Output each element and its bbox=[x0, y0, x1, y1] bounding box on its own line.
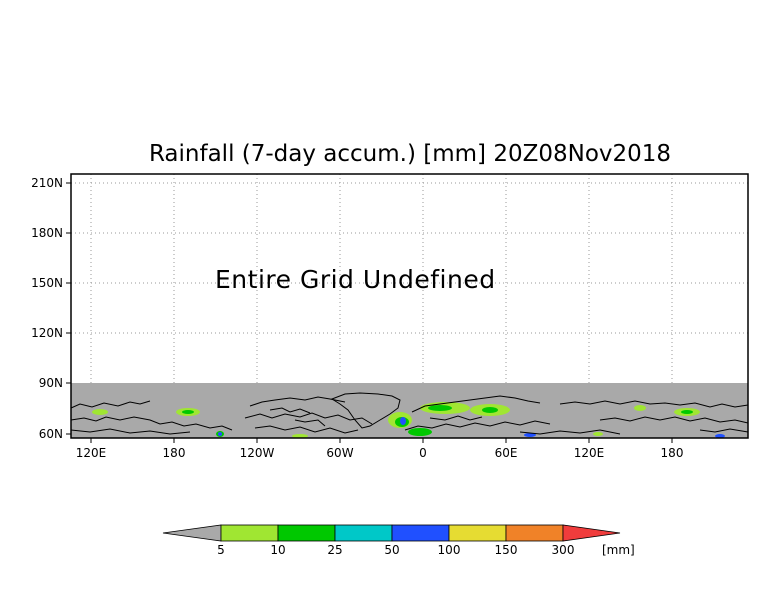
lat-label-90n: 90N bbox=[39, 376, 63, 390]
plot-frame bbox=[70, 173, 749, 439]
lon-label-180-2: 180 bbox=[661, 446, 684, 460]
colorbar-segment bbox=[220, 524, 279, 542]
coastlines bbox=[70, 392, 749, 435]
colorbar-segment bbox=[448, 524, 507, 542]
undefined-band bbox=[71, 383, 748, 438]
map-title: Rainfall (7-day accum.) [mm] 20Z08Nov201… bbox=[148, 141, 672, 167]
lon-labels: 120E 180 120W 60W 0 60E 120E 180 bbox=[76, 446, 684, 460]
undefined-message: Entire Grid Undefined bbox=[215, 265, 496, 294]
colorbar-label: 100 bbox=[438, 543, 461, 557]
lon-label-0: 0 bbox=[419, 446, 427, 460]
colorbar-segment bbox=[505, 524, 564, 542]
lat-tick-marks bbox=[66, 182, 71, 435]
lat-label-120n: 120N bbox=[31, 326, 63, 340]
colorbar-label: 300 bbox=[552, 543, 575, 557]
colorbar-segment bbox=[334, 524, 393, 542]
colorbar-label: 50 bbox=[384, 543, 399, 557]
lon-label-60e: 60E bbox=[495, 446, 518, 460]
colorbar-label: 150 bbox=[495, 543, 518, 557]
colorbar-unit: [mm] bbox=[602, 543, 635, 557]
colorbar-label: 25 bbox=[327, 543, 342, 557]
rainfall-patches bbox=[92, 402, 725, 438]
colorbar-right-triangle bbox=[562, 524, 621, 542]
colorbar-label: 5 bbox=[217, 543, 225, 557]
lat-label-150n: 150N bbox=[31, 276, 63, 290]
lon-label-120e: 120E bbox=[76, 446, 107, 460]
lat-label-180n: 180N bbox=[31, 226, 63, 240]
lon-label-60w: 60W bbox=[326, 446, 353, 460]
lon-tick-marks bbox=[90, 438, 673, 443]
lon-label-120w: 120W bbox=[240, 446, 275, 460]
grid-lines bbox=[71, 174, 748, 383]
lat-label-60n: 60N bbox=[39, 427, 63, 441]
colorbar-segment bbox=[277, 524, 336, 542]
lon-label-180: 180 bbox=[163, 446, 186, 460]
lon-label-120e-2: 120E bbox=[574, 446, 605, 460]
colorbar-left-triangle bbox=[162, 524, 222, 542]
lat-labels: 210N 180N 150N 120N 90N 60N bbox=[31, 176, 63, 441]
lat-label-210n: 210N bbox=[31, 176, 63, 190]
colorbar: 5 10 25 50 100 150 300 [mm] bbox=[162, 524, 635, 557]
colorbar-label: 10 bbox=[270, 543, 285, 557]
colorbar-segment bbox=[391, 524, 450, 542]
